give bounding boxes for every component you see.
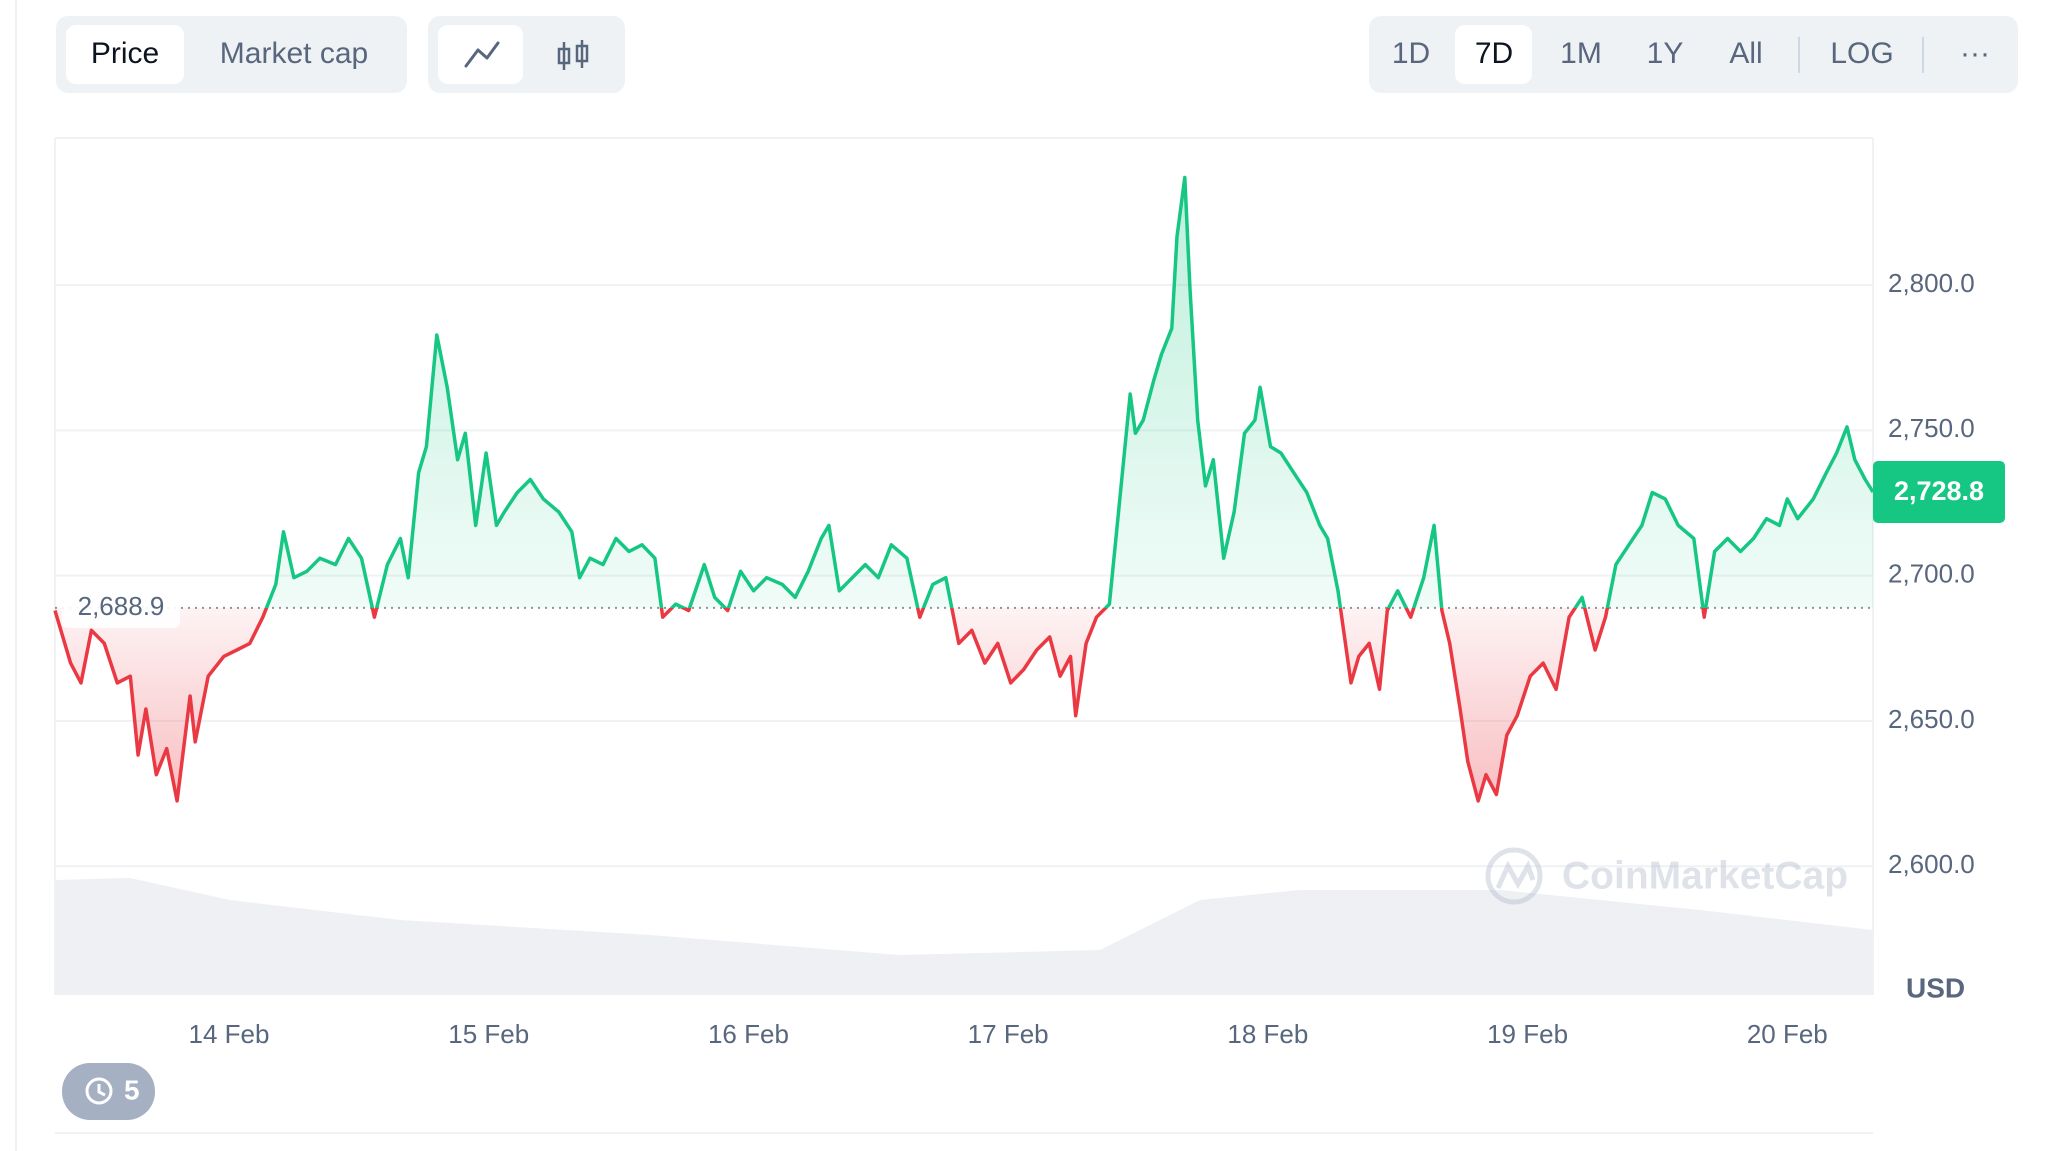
x-tick-label: 17 Feb	[968, 1019, 1049, 1049]
x-tick-label: 20 Feb	[1747, 1019, 1828, 1049]
metric-tab-selected[interactable]	[66, 25, 184, 84]
history-count[interactable]: 5	[124, 1074, 140, 1105]
volume-area	[55, 878, 1873, 995]
history-icon	[85, 1077, 113, 1105]
range-tab-selected[interactable]	[1455, 25, 1532, 84]
y-tick-label: 2,750.0	[1888, 413, 1975, 443]
current-price-label: 2,728.8	[1894, 476, 1984, 506]
area-fill	[55, 177, 1873, 801]
x-tick-label: 18 Feb	[1227, 1019, 1308, 1049]
watermark-text: CoinMarketCap	[1562, 854, 1848, 897]
metric-tab[interactable]: Market cap	[220, 37, 368, 70]
plot: 2,688.9 2,728.8	[53, 175, 2005, 803]
range-tab[interactable]: 1M	[1560, 37, 1602, 70]
y-tick-label: 2,600.0	[1888, 849, 1975, 879]
baseline-label: 2,688.9	[78, 591, 165, 621]
y-tick-label: 2,800.0	[1888, 268, 1975, 298]
badge-pointer	[62, 1080, 76, 1102]
x-tick-label: 14 Feb	[189, 1019, 270, 1049]
more-button[interactable]: ···	[1960, 37, 1990, 70]
metric-tab[interactable]: Price	[91, 37, 159, 70]
x-tick-label: 15 Feb	[448, 1019, 529, 1049]
history-icon-hands	[97, 1084, 106, 1097]
currency-label: USD	[1906, 972, 1965, 1003]
range-tab[interactable]: All	[1729, 37, 1762, 70]
grid: 2,600.0 2,650.0 2,700.0 2,750.0 2,800.0 14 Fe…	[55, 268, 1975, 1049]
range-tab[interactable]: 1D	[1392, 37, 1430, 70]
history-badge[interactable]	[62, 1063, 155, 1120]
watermark: CoinMarketCap	[1485, 847, 1848, 905]
range-tab[interactable]: 1Y	[1647, 37, 1684, 70]
line-chart-icon	[464, 41, 500, 68]
line-chart-button[interactable]	[438, 25, 523, 84]
x-tick-label: 19 Feb	[1487, 1019, 1568, 1049]
x-tick-label: 16 Feb	[708, 1019, 789, 1049]
log-toggle[interactable]: LOG	[1830, 37, 1893, 70]
baseline-label-bg	[62, 587, 180, 628]
y-tick-label: 2,650.0	[1888, 704, 1975, 734]
range-tab[interactable]: 7D	[1475, 37, 1513, 70]
candle-chart-button[interactable]	[557, 40, 589, 70]
y-tick-label: 2,700.0	[1888, 559, 1975, 589]
current-price-tag	[1873, 460, 2005, 523]
price-line	[53, 175, 1875, 803]
